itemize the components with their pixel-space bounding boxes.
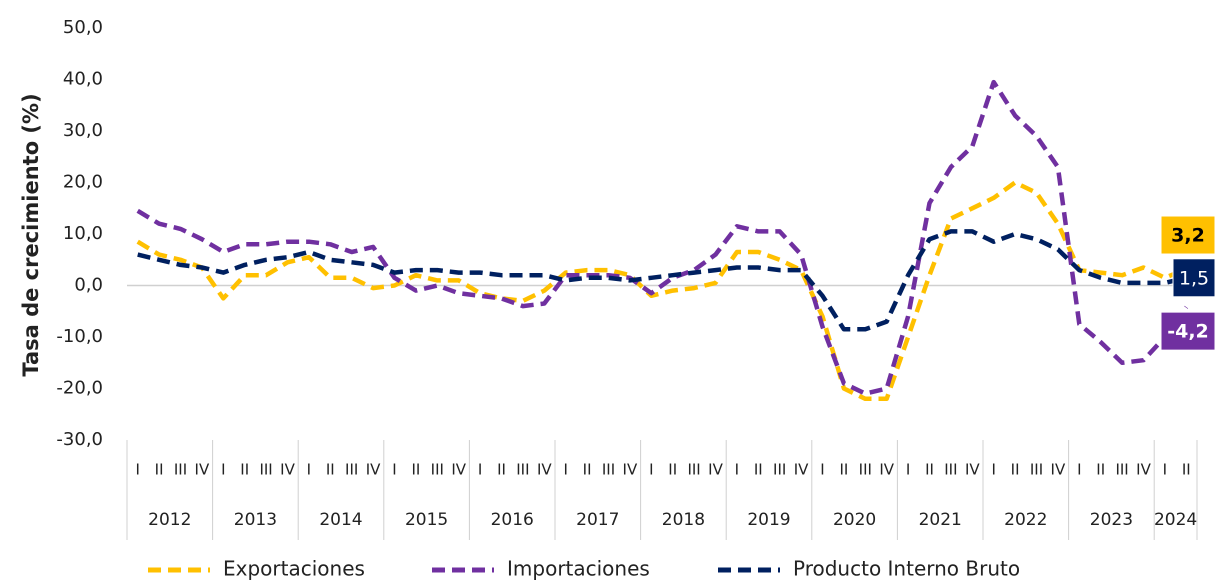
x-tick-label: III xyxy=(174,461,187,479)
x-tick-label: I xyxy=(1163,461,1167,479)
y-tick-label: -20,0 xyxy=(56,378,103,399)
x-tick-label: I xyxy=(820,461,824,479)
x-group-label: 2024 xyxy=(1154,510,1197,530)
legend-label: Producto Interno Bruto xyxy=(793,557,1020,581)
x-tick-label: II xyxy=(925,461,934,479)
x-tick-label: I xyxy=(392,461,396,479)
x-tick-label: IV xyxy=(537,461,552,479)
x-tick-label: IV xyxy=(623,461,638,479)
x-tick-label: I xyxy=(563,461,567,479)
y-axis-label: Tasa de crecimiento (%) xyxy=(19,93,43,376)
x-tick-label: III xyxy=(687,461,700,479)
x-tick-label: I xyxy=(1077,461,1081,479)
x-tick-label: I xyxy=(478,461,482,479)
data-label-box xyxy=(1160,311,1215,351)
x-tick-label: IV xyxy=(794,461,809,479)
x-group-label: 2014 xyxy=(319,510,362,530)
x-tick-label: IV xyxy=(451,461,466,479)
x-tick-label: III xyxy=(602,461,615,479)
x-group-label: 2016 xyxy=(491,510,534,530)
x-tick-label: II xyxy=(754,461,763,479)
x-tick-label: II xyxy=(839,461,848,479)
x-tick-label: III xyxy=(431,461,444,479)
line-series xyxy=(136,180,1188,402)
x-tick-label: II xyxy=(1096,461,1105,479)
x-group-label: 2017 xyxy=(576,510,619,530)
y-tick-label: 50,0 xyxy=(63,17,103,38)
x-tick-label: III xyxy=(859,461,872,479)
x-tick-label: IV xyxy=(280,461,295,479)
legend-label: Importaciones xyxy=(507,557,650,581)
data-label-box xyxy=(1172,258,1215,298)
x-tick-label: I xyxy=(906,461,910,479)
x-tick-label: II xyxy=(326,461,335,479)
x-tick-label: II xyxy=(155,461,164,479)
y-tick-label: 10,0 xyxy=(63,223,103,244)
x-tick-label: II xyxy=(583,461,592,479)
y-tick-label: 20,0 xyxy=(63,172,103,193)
x-tick-label: II xyxy=(497,461,506,479)
x-tick-label: II xyxy=(240,461,249,479)
x-tick-label: III xyxy=(516,461,529,479)
x-tick-label: III xyxy=(1030,461,1043,479)
x-tick-label: II xyxy=(411,461,420,479)
x-tick-label: I xyxy=(735,461,739,479)
legend-label: Exportaciones xyxy=(223,557,365,581)
y-tick-label: -30,0 xyxy=(56,429,103,450)
x-tick-label: II xyxy=(1182,461,1191,479)
y-tick-label: -10,0 xyxy=(56,326,103,347)
x-tick-label: III xyxy=(773,461,786,479)
x-group-label: 2020 xyxy=(833,510,876,530)
data-label-box xyxy=(1160,215,1215,255)
x-group-label: 2019 xyxy=(747,510,790,530)
x-tick-label: I xyxy=(135,461,139,479)
line-series xyxy=(136,79,1189,396)
x-group-label: 2021 xyxy=(919,510,962,530)
x-tick-label: IV xyxy=(1051,461,1066,479)
line-series xyxy=(137,229,1187,332)
y-tick-label: 30,0 xyxy=(63,120,103,141)
x-group-label: 2013 xyxy=(234,510,277,530)
x-tick-label: IV xyxy=(965,461,980,479)
x-tick-label: II xyxy=(1011,461,1020,479)
x-tick-label: IV xyxy=(1136,461,1151,479)
x-tick-label: I xyxy=(307,461,311,479)
x-tick-label: III xyxy=(345,461,358,479)
x-tick-label: IV xyxy=(879,461,894,479)
x-group-label: 2012 xyxy=(148,510,191,530)
x-group-label: 2018 xyxy=(662,510,705,530)
y-tick-label: 0,0 xyxy=(74,275,103,296)
data-label: 1,5 xyxy=(1179,267,1209,289)
x-tick-label: III xyxy=(1115,461,1128,479)
x-group-label: 2015 xyxy=(405,510,448,530)
x-tick-label: II xyxy=(668,461,677,479)
x-tick-label: III xyxy=(944,461,957,479)
y-tick-label: 40,0 xyxy=(63,69,103,90)
x-tick-label: I xyxy=(991,461,995,479)
x-tick-label: IV xyxy=(366,461,381,479)
data-label: -4,2 xyxy=(1167,321,1209,343)
x-group-label: 2023 xyxy=(1090,510,1133,530)
x-tick-label: IV xyxy=(195,461,210,479)
x-tick-label: IV xyxy=(708,461,723,479)
data-label: 3,2 xyxy=(1171,225,1205,247)
x-tick-label: III xyxy=(259,461,272,479)
x-tick-label: I xyxy=(649,461,653,479)
x-tick-label: I xyxy=(221,461,225,479)
x-group-label: 2022 xyxy=(1004,510,1047,530)
